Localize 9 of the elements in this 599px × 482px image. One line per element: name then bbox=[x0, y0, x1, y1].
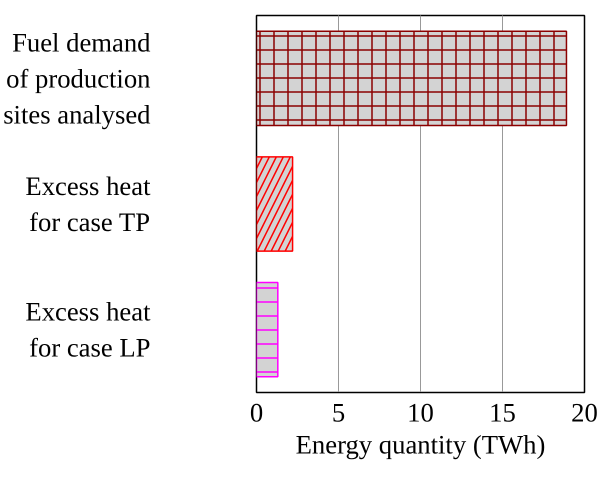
y-tick-label: Excess heat for case LP bbox=[25, 296, 152, 363]
x-tick-label: 15 bbox=[489, 398, 516, 428]
y-tick-label: Fuel demand of production sites analysed bbox=[3, 27, 150, 130]
x-tick-label: 10 bbox=[407, 398, 434, 428]
x-tick-label: 5 bbox=[332, 398, 346, 428]
x-axis-title: Energy quantity (TWh) bbox=[296, 430, 546, 460]
x-tick-label: 0 bbox=[250, 398, 264, 428]
x-tick-label: 20 bbox=[571, 398, 598, 428]
y-tick-label: Excess heat for case TP bbox=[25, 171, 152, 237]
